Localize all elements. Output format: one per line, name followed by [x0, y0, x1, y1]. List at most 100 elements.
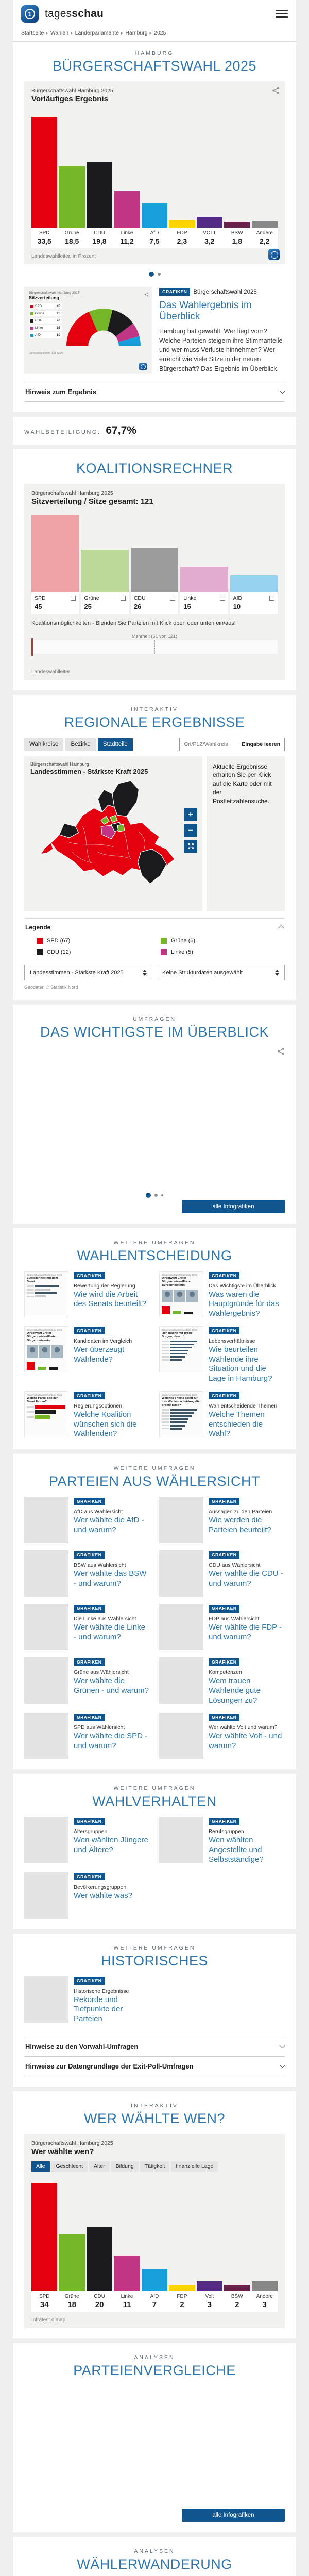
- carousel-dot[interactable]: [157, 273, 161, 276]
- breadcrumb-link[interactable]: Wahlen: [50, 30, 69, 36]
- teaser-thumbnail[interactable]: [24, 1817, 68, 1863]
- teaser-thumbnail[interactable]: Bürgerschaftswahl Hamburg 2025 Zufriedenh…: [24, 1270, 68, 1317]
- party-toggle-checkbox[interactable]: [120, 595, 126, 601]
- teaser-headline[interactable]: Welche Themen entschieden die Wahl?: [209, 1410, 265, 1438]
- teaser-kicker: Berufsgruppen: [209, 1828, 244, 1835]
- party-toggle-checkbox[interactable]: [71, 595, 76, 601]
- party-bar: [114, 191, 140, 228]
- teaser-thumbnail[interactable]: [24, 1604, 68, 1651]
- tab-wahlkreise[interactable]: Wahlkreise: [24, 738, 64, 751]
- tab-bezirke[interactable]: Bezirke: [65, 738, 96, 751]
- party-toggle-checkbox[interactable]: [269, 595, 275, 601]
- teaser-headline[interactable]: Wer wählte was?: [74, 1891, 132, 1900]
- metric-select[interactable]: Landesstimmen - Stärkste Kraft 2025: [24, 964, 152, 980]
- breadcrumb-link[interactable]: Startseite: [21, 30, 44, 36]
- zoom-in-button[interactable]: +: [184, 807, 197, 821]
- teaser-headline[interactable]: Wie wird die Arbeit des Senats beurteilt…: [74, 1290, 146, 1309]
- share-icon[interactable]: [277, 1047, 285, 1058]
- majority-threshold-line: [154, 640, 155, 654]
- header: 1 tagesschau Startseite ▸ Wahlen ▸ Länderpar…: [13, 0, 296, 42]
- tab-alter[interactable]: Alter: [89, 2161, 110, 2172]
- teaser-headline[interactable]: Wie werden die Parteien beurteilt?: [209, 1516, 271, 1534]
- teaser-headline[interactable]: Wer wählte die Linke - und warum?: [74, 1623, 145, 1641]
- region-searchbox[interactable]: Eingabe leeren: [179, 737, 285, 751]
- share-icon[interactable]: [144, 290, 149, 299]
- tab-finanzielle-lage[interactable]: finanzielle Lage: [171, 2161, 218, 2172]
- carousel-dot[interactable]: [154, 1193, 158, 1197]
- tab-t-tigkeit[interactable]: Tätigkeit: [140, 2161, 170, 2172]
- teaser-thumbnail[interactable]: [159, 1497, 203, 1544]
- bar-label-column: Linke 11,2: [114, 228, 140, 248]
- teaser-kicker: Regierungsoptionen: [74, 1402, 122, 1409]
- teaser-headline[interactable]: Wen wählten Angestellte und Selbstständi…: [209, 1836, 264, 1864]
- tab-geschlecht[interactable]: Geschlecht: [51, 2161, 88, 2172]
- bar-label-column: CDU 19,8: [87, 228, 112, 248]
- teaser-thumbnail[interactable]: Bürgerschaftswahl Hamburg 2025 Welches Th…: [159, 1391, 203, 1437]
- breadcrumb-link[interactable]: Länderparlamente: [75, 30, 119, 36]
- party-toggle-checkbox[interactable]: [219, 595, 225, 601]
- all-infographics-button[interactable]: alle Infografiken: [182, 2508, 285, 2522]
- teaser-thumbnail[interactable]: [24, 1713, 68, 1759]
- tab-alle[interactable]: Alle: [31, 2161, 50, 2172]
- teaser-thumbnail[interactable]: [24, 1497, 68, 1544]
- teaser-thumbnail[interactable]: Bürgerschaftswahl Hamburg 2025 Welche Par…: [24, 1391, 68, 1437]
- carousel-dot[interactable]: [148, 272, 154, 277]
- embed-placeholder: [24, 2385, 285, 2509]
- share-icon[interactable]: [272, 87, 280, 97]
- structure-select[interactable]: Keine Strukturdaten ausgewählt: [157, 964, 285, 980]
- tab-stadtteile[interactable]: Stadtteile: [97, 738, 133, 751]
- teaser-headline[interactable]: Rekorde und Tiefpunkte der Parteien: [74, 1995, 123, 2024]
- search-input[interactable]: [184, 741, 241, 748]
- teaser-headline[interactable]: Welche Koalition wünschen sich die Wähle…: [74, 1410, 137, 1438]
- teaser-headline[interactable]: Was waren die Hauptgründe für das Wahler…: [209, 1290, 279, 1318]
- teaser-thumbnail[interactable]: [159, 1713, 203, 1759]
- seat-chart-thumbnail[interactable]: Bürgerschaftswahl Hamburg 2025 Sitzverte…: [24, 287, 152, 374]
- teaser-headline[interactable]: Wer wählte das BSW - und warum?: [74, 1569, 147, 1588]
- teaser-headline[interactable]: Wen wählten Jüngere und Ältere?: [74, 1836, 148, 1855]
- teaser-thumbnail[interactable]: Bürgerschaftswahl Hamburg 2025 „Ich mache…: [159, 1326, 203, 1372]
- teaser-thumbnail[interactable]: [159, 1657, 203, 1704]
- clear-input-button[interactable]: Eingabe leeren: [242, 741, 280, 748]
- menu-icon[interactable]: [276, 8, 288, 20]
- teaser-thumbnail[interactable]: Bürgerschaftswahl Hamburg 2025 Direktwahl…: [24, 1326, 68, 1372]
- teaser-thumbnail[interactable]: [24, 1657, 68, 1704]
- teaser-thumbnail[interactable]: [159, 1817, 203, 1863]
- breadcrumb-link[interactable]: Hamburg: [125, 30, 148, 36]
- teaser-thumbnail[interactable]: Bürgerschaftswahl Hamburg 2025 Direktwahl…: [159, 1270, 203, 1317]
- bar-column: [86, 2183, 113, 2291]
- regional-kicker: INTERAKTIV: [131, 706, 178, 713]
- teaser-thumbnail[interactable]: [24, 1976, 68, 2023]
- carousel-dot[interactable]: [146, 1192, 151, 1198]
- teaser-headline[interactable]: Wer überzeugt Wählende?: [74, 1345, 125, 1364]
- zoom-reset-button[interactable]: [184, 839, 197, 853]
- poll-hint-accordion[interactable]: Hinweise zu den Vorwahl-Umfragen: [24, 2036, 286, 2057]
- section-result: HAMBURG BÜRGERSCHAFTSWAHL 2025 Bürgersch…: [13, 42, 296, 412]
- teaser-headline[interactable]: Wem trauen Wählende gute Lösungen zu?: [209, 1676, 261, 1705]
- hamburg-map[interactable]: [30, 775, 196, 903]
- all-infographics-button[interactable]: alle Infografiken: [182, 1199, 285, 1213]
- bar-column: [169, 117, 195, 228]
- teaser-headline[interactable]: Wer wählte die AfD - und warum?: [74, 1516, 144, 1534]
- teaser-thumbnail[interactable]: [24, 1872, 68, 1919]
- carousel-dot[interactable]: [161, 1194, 163, 1196]
- result-hint-accordion[interactable]: Hinweis zum Ergebnis: [24, 381, 286, 402]
- teaser-headline[interactable]: Wer wählte die FDP - und warum?: [209, 1623, 282, 1641]
- brand-wordmark[interactable]: tagesschau: [45, 8, 104, 20]
- teaser-thumbnail[interactable]: [24, 1550, 68, 1597]
- poll-hint-accordion[interactable]: Hinweise zur Datengrundlage der Exit-Pol…: [24, 2057, 286, 2076]
- teaser-headline[interactable]: Wer wählte die SPD - und warum?: [74, 1732, 148, 1751]
- teaser-headline[interactable]: Wie beurteilen Wählende ihre Situation u…: [209, 1345, 272, 1383]
- tagesschau-logo-icon[interactable]: 1: [21, 5, 39, 23]
- teaser-headline[interactable]: Wer wählte die Grünen - und warum?: [74, 1676, 149, 1695]
- teaser-thumbnail[interactable]: [159, 1604, 203, 1651]
- grafiken-badge: GRAFIKEN: [209, 1713, 240, 1721]
- legend-accordion[interactable]: Legende: [24, 918, 285, 934]
- zoom-out-button[interactable]: −: [184, 823, 197, 837]
- party-toggle-checkbox[interactable]: [170, 595, 176, 601]
- teaser-thumbnail[interactable]: [159, 1550, 203, 1597]
- breadcrumb-link[interactable]: 2025: [154, 30, 166, 36]
- teaser-headline[interactable]: Wer wählte Volt - und warum?: [209, 1732, 282, 1751]
- teaser-headline[interactable]: Wer wählte die CDU - und warum?: [209, 1569, 283, 1588]
- tab-bildung[interactable]: Bildung: [111, 2161, 139, 2172]
- teaser-headline[interactable]: Das Wahlergebnis im Überblick: [159, 300, 252, 322]
